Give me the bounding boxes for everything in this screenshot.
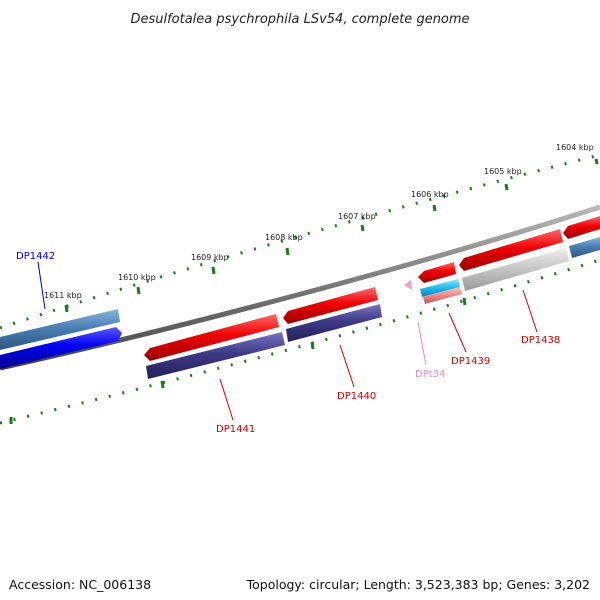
gene-DP1440-bar <box>283 287 378 324</box>
scale-labels: 1604 kbp 1605 kbp 1606 kbp 1607 kbp 1608… <box>44 143 594 300</box>
gene-DP1439-cog-pink <box>423 287 462 304</box>
scale-label-1604: 1604 kbp <box>556 143 594 152</box>
scale-major-ticks <box>64 158 599 313</box>
topology-text: Topology: circular; Length: 3,523,383 bp… <box>246 577 590 592</box>
scale-label-1607: 1607 kbp <box>338 212 376 221</box>
gene-DP1439-bar <box>418 262 456 283</box>
scale-label-1605: 1605 kbp <box>484 167 522 176</box>
scale-label-1610: 1610 kbp <box>118 273 156 282</box>
scale-label-1606: 1606 kbp <box>411 190 449 199</box>
gene-DPt34-mark <box>404 280 412 290</box>
gene-DP1439-cog-cyan <box>420 279 460 297</box>
map-title: Desulfotalea psychrophila LSv54, complet… <box>130 12 469 27</box>
scale-label-1609: 1609 kbp <box>191 253 229 262</box>
cog-track <box>0 237 600 379</box>
gene-label-DP1442[interactable]: DP1442 <box>16 251 55 262</box>
gene-labels: DP1442 DP1441 DP1440 DPt34 DP1439 DP1438 <box>16 251 560 435</box>
gene-label-DPt34[interactable]: DPt34 <box>415 369 445 380</box>
accession-text: Accession: NC_006138 <box>9 577 152 592</box>
gene-DP1440-cog <box>286 304 382 342</box>
gene-next-bar <box>563 216 600 239</box>
gene-DP1438-cog <box>462 248 569 291</box>
gene-next-cog <box>569 237 600 258</box>
gene-DP1438-bar <box>459 229 563 271</box>
scale-arc-inner <box>0 258 600 425</box>
gene-DP1441-bar <box>144 314 279 361</box>
label-leaders <box>37 261 538 421</box>
gene-label-DP1438[interactable]: DP1438 <box>521 335 560 346</box>
forward-strand-genes <box>0 216 600 361</box>
gene-DP1441-cog <box>146 332 285 379</box>
scale-label-1611: 1611 kbp <box>44 291 82 300</box>
gene-DP1442-bar <box>0 327 122 369</box>
gene-label-DP1441[interactable]: DP1441 <box>216 424 255 435</box>
gene-DP1442-cog <box>0 309 120 350</box>
scale-inner-ticks <box>9 297 467 424</box>
scale-label-1608: 1608 kbp <box>265 233 303 242</box>
gene-label-DP1439[interactable]: DP1439 <box>451 356 490 367</box>
gene-label-DP1440[interactable]: DP1440 <box>337 391 376 402</box>
